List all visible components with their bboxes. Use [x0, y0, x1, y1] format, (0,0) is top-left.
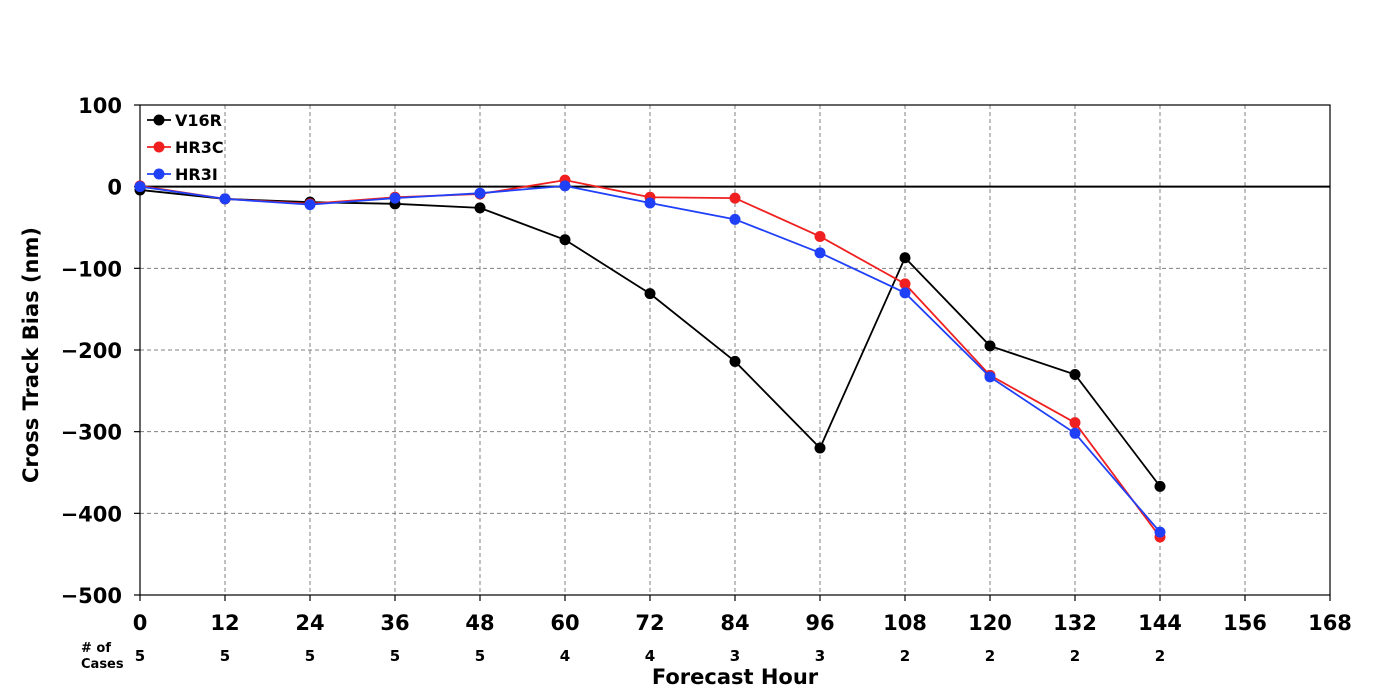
data-point-v16r	[1069, 369, 1081, 380]
x-tick-label: 108	[883, 611, 927, 635]
data-point-hr3i	[984, 371, 996, 383]
case-count: 5	[305, 647, 315, 665]
x-tick-label: 96	[805, 611, 834, 635]
data-point-hr3i	[1069, 427, 1081, 439]
legend-label-hr3i: HR3I	[175, 165, 218, 184]
x-tick-label: 84	[720, 611, 749, 635]
case-count: 5	[475, 647, 485, 665]
data-point-hr3i	[1154, 526, 1166, 538]
case-count: 2	[1070, 647, 1080, 665]
data-point-hr3i	[899, 287, 911, 299]
x-tick-label: 24	[295, 611, 324, 635]
data-point-hr3i	[814, 247, 826, 259]
y-tick-label: 0	[107, 176, 122, 200]
grid	[140, 105, 1330, 595]
data-point-v16r	[1154, 480, 1166, 492]
data-point-v16r	[474, 202, 486, 214]
series	[134, 174, 1166, 543]
data-point-v16r	[984, 340, 996, 352]
legend-label-v16r: V16R	[175, 111, 222, 130]
case-count: 3	[730, 647, 740, 665]
x-tick-label: 0	[133, 611, 148, 635]
data-point-hr3i	[389, 192, 401, 204]
y-tick-label: −100	[61, 257, 122, 281]
data-point-hr3i	[559, 180, 571, 192]
x-tick-label: 36	[380, 611, 409, 635]
data-point-hr3i	[134, 181, 146, 193]
y-tick-label: −300	[61, 421, 122, 445]
case-count: 5	[135, 647, 145, 665]
x-tick-label: 120	[968, 611, 1012, 635]
y-tick-label: 100	[78, 94, 122, 118]
cases-row-title: Cases	[81, 657, 124, 672]
case-count: 5	[390, 647, 400, 665]
data-point-v16r	[729, 355, 741, 367]
x-tick-label: 48	[465, 611, 494, 635]
data-point-hr3c	[1069, 417, 1081, 429]
x-tick-label: 12	[210, 611, 239, 635]
x-tick-label: 144	[1138, 611, 1182, 635]
legend: V16R HR3C HR3I	[147, 111, 224, 184]
x-tick-label: 60	[550, 611, 579, 635]
x-axis-label: Forecast Hour	[652, 665, 819, 689]
data-point-hr3i	[304, 199, 316, 211]
x-tick-label: 168	[1308, 611, 1352, 635]
x-tick-label: 132	[1053, 611, 1097, 635]
case-count: 2	[900, 647, 910, 665]
y-tick-label: −500	[61, 584, 122, 608]
legend-marker-v16r	[153, 114, 165, 126]
data-point-hr3i	[644, 197, 656, 209]
x-tick-label: 156	[1223, 611, 1267, 635]
cases-row-title: # of	[81, 641, 111, 656]
legend-label-hr3c: HR3C	[175, 138, 224, 157]
data-point-v16r	[559, 234, 571, 246]
axes: 0 12 24 36 48 60 72 84 96 108 120 132 144 156 1681000−…	[61, 94, 1352, 635]
data-point-hr3i	[219, 193, 231, 205]
data-point-hr3i	[474, 187, 486, 199]
case-count: 2	[985, 647, 995, 665]
data-point-hr3c	[899, 278, 911, 290]
case-count: 5	[220, 647, 230, 665]
case-count: 3	[815, 647, 825, 665]
legend-marker-hr3c	[153, 141, 165, 153]
data-point-hr3c	[729, 192, 741, 204]
x-tick-label: 72	[635, 611, 664, 635]
y-tick-label: −200	[61, 339, 122, 363]
case-count: 2	[1155, 647, 1165, 665]
case-count: 4	[560, 647, 570, 665]
y-tick-label: −400	[61, 502, 122, 526]
legend-marker-hr3i	[153, 168, 165, 180]
y-axis-label: Cross Track Bias (nm)	[19, 227, 43, 483]
data-point-hr3i	[729, 213, 741, 225]
data-point-v16r	[814, 442, 826, 454]
data-point-v16r	[899, 252, 911, 264]
data-point-v16r	[644, 288, 656, 300]
data-point-hr3c	[814, 230, 826, 242]
case-count: 4	[645, 647, 655, 665]
